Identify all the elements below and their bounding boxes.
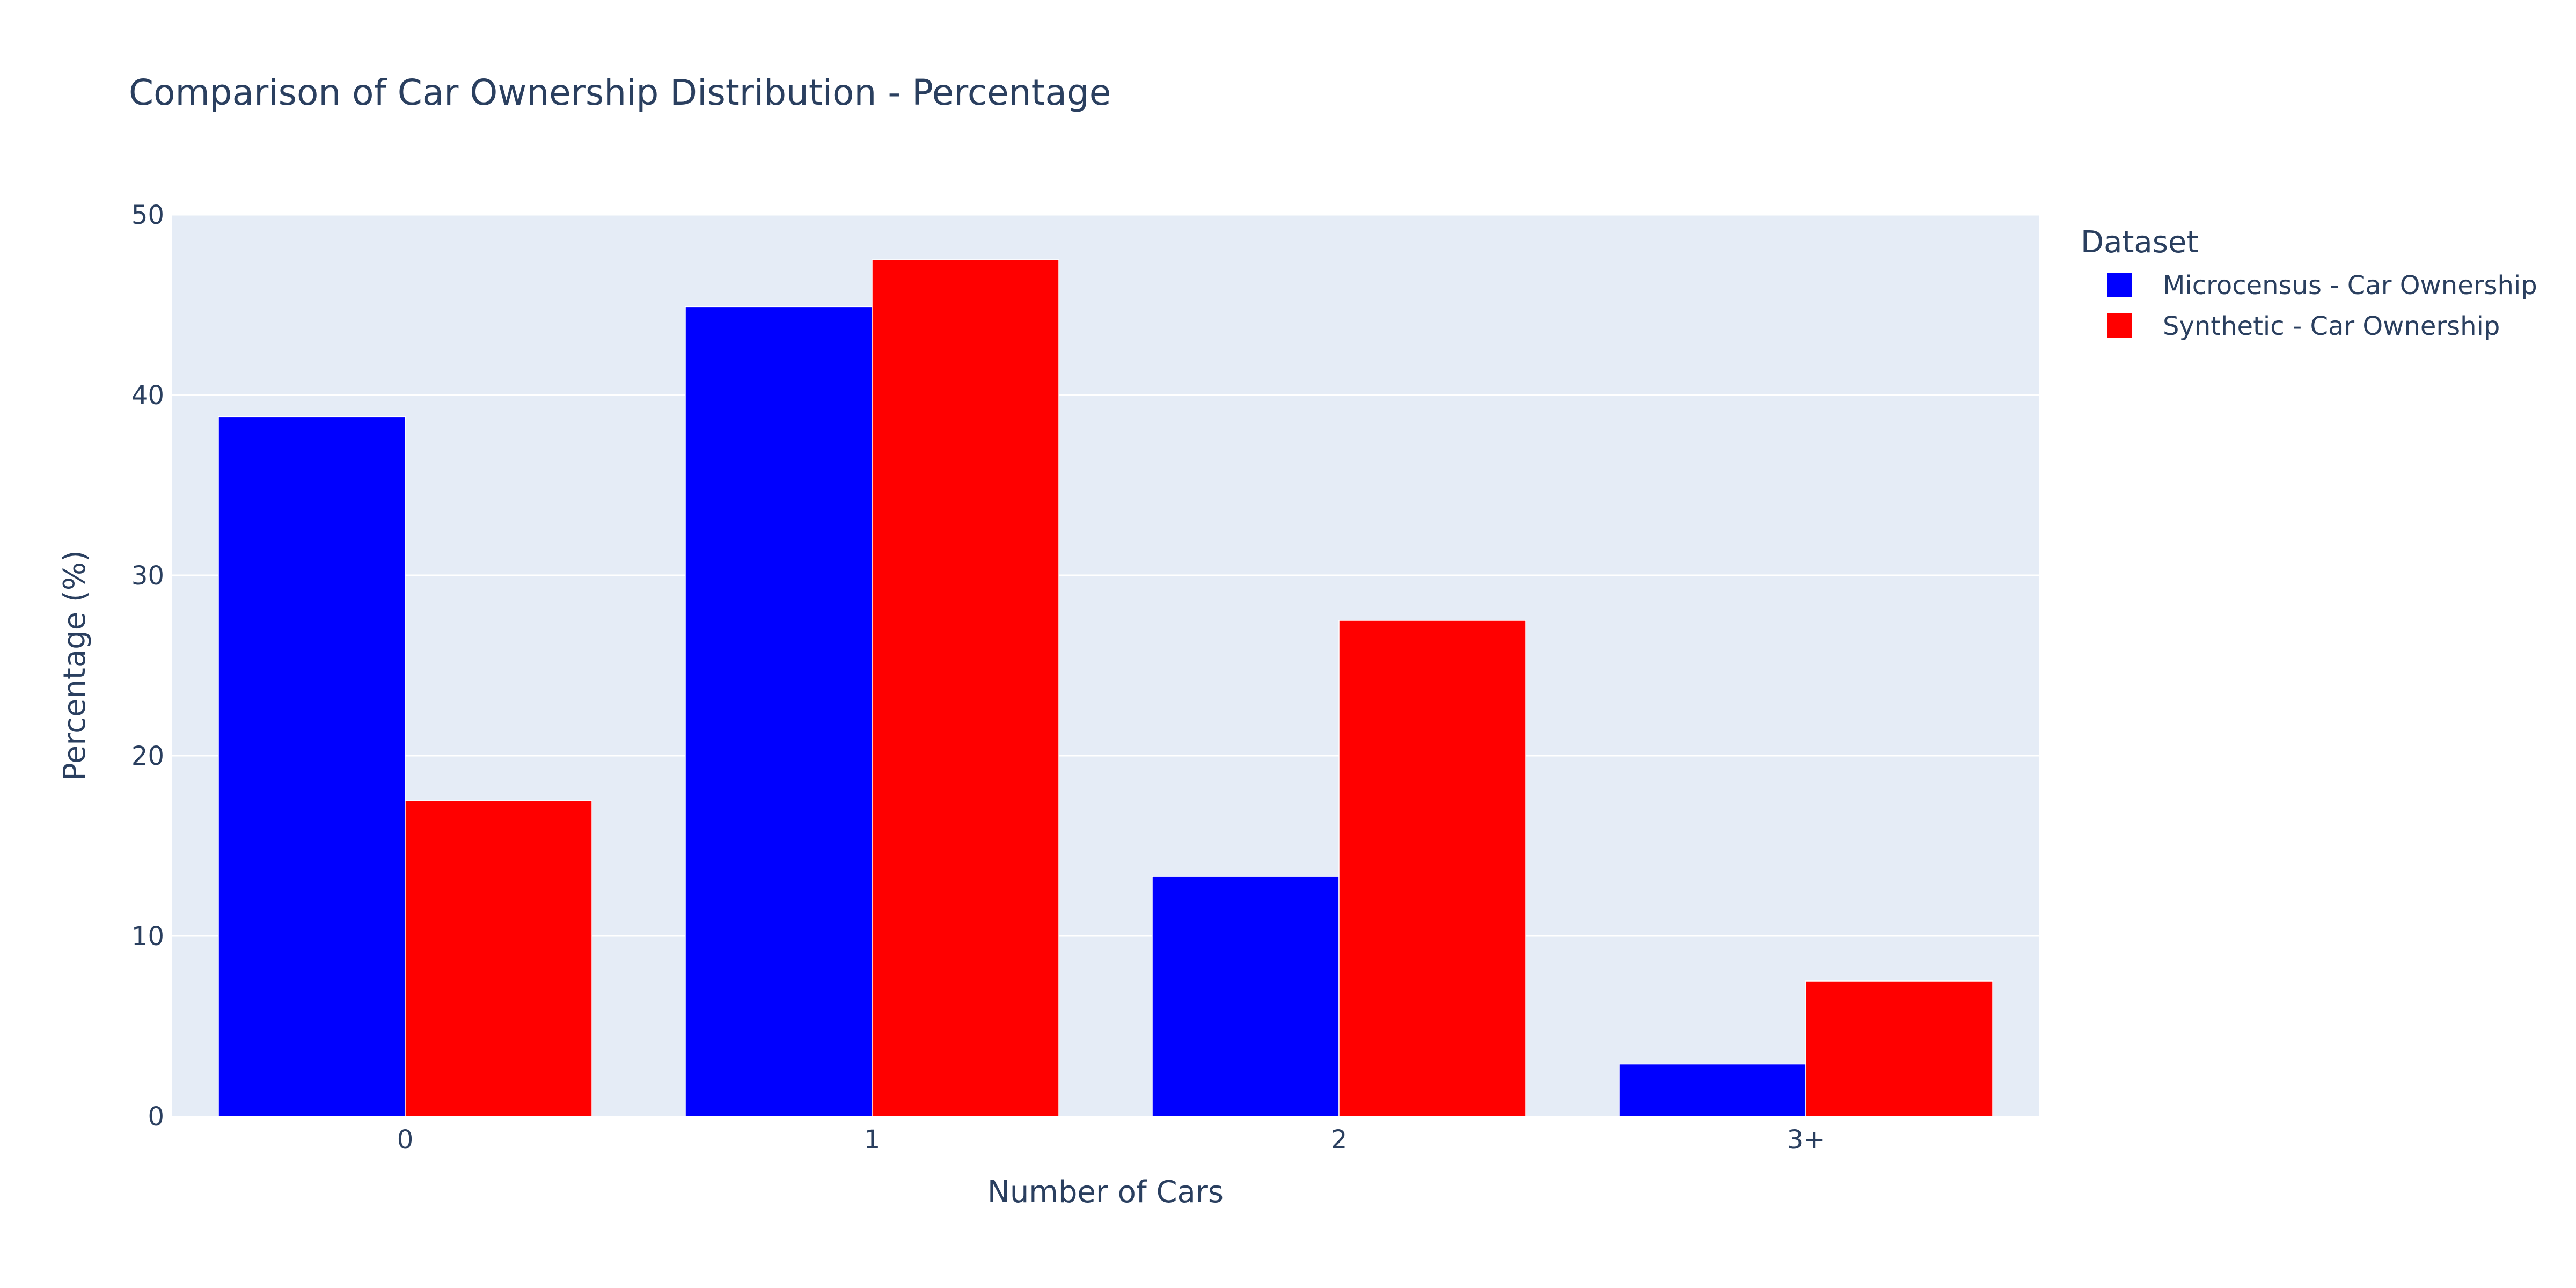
x-tick-label: 0 xyxy=(397,1125,414,1155)
legend-item-label[interactable]: Microcensus - Car Ownership xyxy=(2163,270,2537,301)
bars xyxy=(218,259,1993,1117)
y-axis-ticks: 0 10 20 30 40 50 xyxy=(131,200,164,1132)
chart-title: Comparison of Car Ownership Distribution… xyxy=(129,72,1111,113)
x-tick-label: 2 xyxy=(1331,1125,1348,1155)
bar-synthetic-0[interactable] xyxy=(405,800,592,1117)
bar-synthetic-1[interactable] xyxy=(872,259,1059,1117)
bar-synthetic-2[interactable] xyxy=(1338,620,1526,1117)
bar-microcensus-2[interactable] xyxy=(1152,876,1340,1117)
y-tick-label: 20 xyxy=(131,741,164,771)
y-tick-label: 0 xyxy=(148,1102,164,1132)
x-axis-label: Number of Cars xyxy=(987,1175,1224,1210)
y-tick-label: 50 xyxy=(131,200,164,230)
legend[interactable]: Dataset Microcensus - Car Ownership Synth… xyxy=(2081,225,2537,341)
y-tick-label: 30 xyxy=(131,561,164,591)
legend-item-label[interactable]: Synthetic - Car Ownership xyxy=(2163,311,2500,341)
legend-swatch[interactable] xyxy=(2107,313,2132,338)
bar-microcensus-3[interactable] xyxy=(1619,1063,1806,1117)
x-tick-label: 1 xyxy=(864,1125,881,1155)
legend-title: Dataset xyxy=(2081,225,2198,260)
y-tick-label: 40 xyxy=(131,380,164,411)
x-axis-ticks: 0 1 2 3+ xyxy=(397,1125,1825,1155)
y-tick-label: 10 xyxy=(131,921,164,952)
bar-synthetic-3[interactable] xyxy=(1805,980,1993,1117)
bar-microcensus-0[interactable] xyxy=(218,416,406,1117)
y-axis-label: Percentage (%) xyxy=(57,550,92,781)
bar-microcensus-1[interactable] xyxy=(685,306,873,1117)
x-tick-label: 3+ xyxy=(1787,1125,1825,1155)
legend-swatch[interactable] xyxy=(2107,273,2132,297)
